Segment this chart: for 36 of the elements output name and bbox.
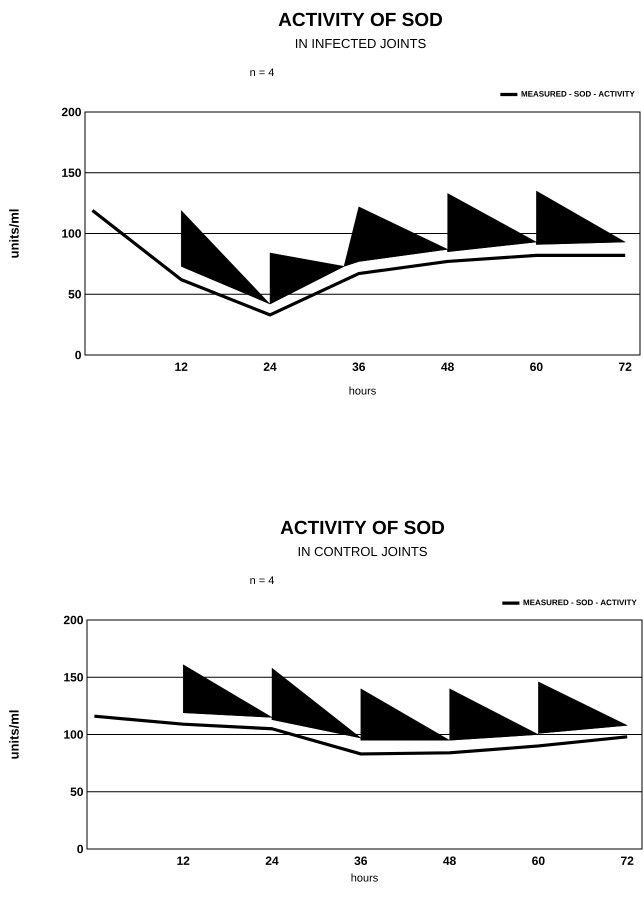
x-tick-label: 36	[352, 362, 366, 372]
y-tick-label: 200	[64, 616, 83, 624]
x-tick-label: 12	[177, 856, 190, 865]
line-series	[90, 208, 627, 316]
y-tick-label: 150	[62, 168, 81, 177]
x-tick-label: 36	[354, 856, 368, 866]
y-tick-label: 200	[62, 108, 81, 116]
x-tick-label: 12	[175, 362, 188, 371]
chart-title: ACTIVITY OF SOD	[278, 12, 442, 26]
legend-label: MEASURED - SOD - ACTIVITY	[522, 90, 635, 97]
y-tick-label: 100	[64, 730, 83, 739]
y-tick-label: 0	[75, 350, 81, 360]
x-tick-label: 72	[621, 856, 634, 865]
x-tick-label: 72	[619, 362, 632, 371]
text: n = 4	[250, 576, 274, 584]
y-axis-title: units/ml	[9, 710, 19, 759]
chart-title: ACTIVITY OF SOD	[280, 520, 444, 534]
y-tick-label: 50	[68, 290, 81, 298]
x-axis-title: hours	[350, 386, 376, 395]
x-tick-label: 24	[266, 856, 279, 865]
x-axis-title: hours	[352, 874, 378, 882]
y-tick-label: 0	[77, 844, 83, 854]
x-tick-label: 48	[443, 856, 456, 866]
x-tick-label: 24	[264, 362, 277, 371]
line-series	[92, 714, 629, 756]
y-tick-label: 50	[70, 788, 83, 796]
x-tick-label: 60	[532, 856, 545, 866]
x-tick-label: 60	[530, 362, 543, 372]
chart-subtitle: IN INFECTED JOINTS	[296, 38, 426, 48]
legend-label: MEASURED - SOD - ACTIVITY	[524, 600, 637, 606]
x-tick-label: 48	[441, 362, 454, 372]
text: n = 4	[250, 68, 274, 76]
chart-subtitle: IN CONTROL JOINTS	[298, 546, 427, 556]
y-tick-label: 150	[64, 673, 83, 682]
y-axis-title: units/ml	[9, 209, 19, 258]
y-tick-label: 100	[62, 229, 81, 238]
